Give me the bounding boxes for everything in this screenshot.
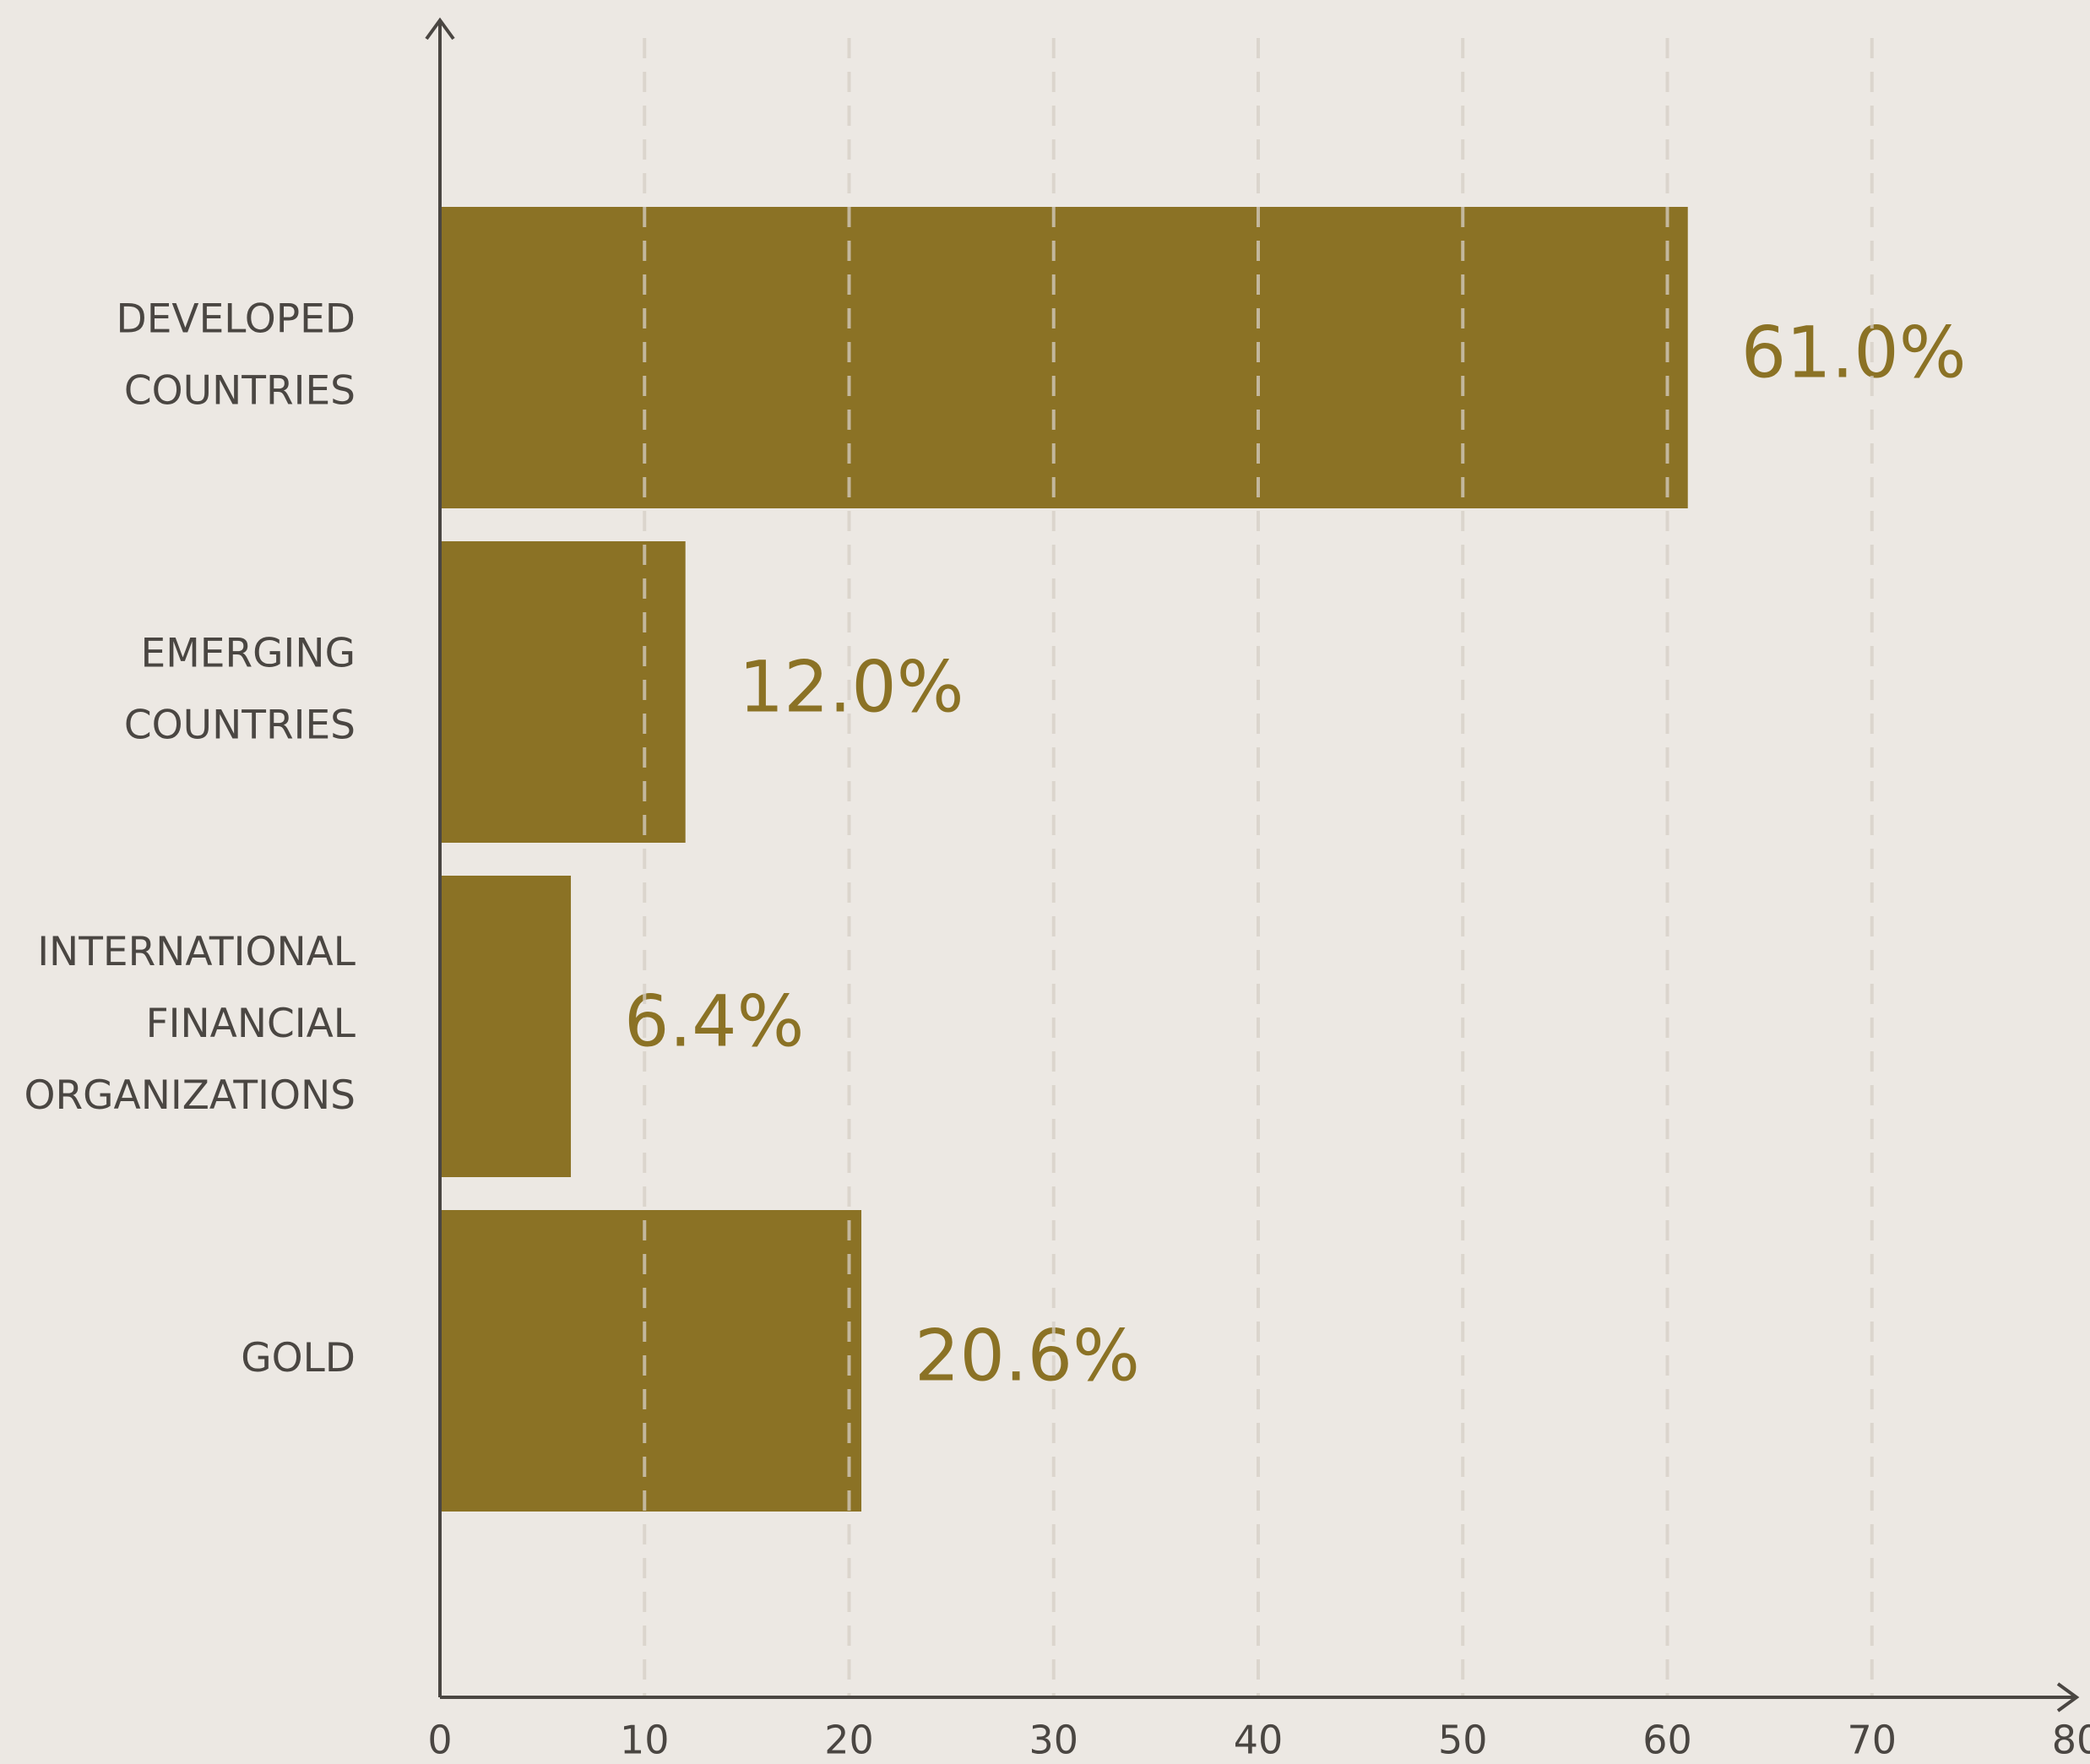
y-tick-label: EMERGING xyxy=(141,631,356,677)
x-tick-label: 0 xyxy=(427,1718,452,1763)
bar xyxy=(440,541,686,843)
y-tick-label: FINANCIAL xyxy=(146,1001,356,1047)
y-tick-label: COUNTRIES xyxy=(124,703,356,749)
value-label: 61.0% xyxy=(1741,311,1967,394)
bar xyxy=(440,1210,862,1512)
y-tick-label: INTERNATIONAL xyxy=(37,929,356,975)
value-label: 6.4% xyxy=(624,980,804,1062)
x-tick-label: 60 xyxy=(1642,1718,1692,1763)
value-label: 12.0% xyxy=(739,645,964,728)
y-axis-arrow xyxy=(425,17,455,41)
y-tick-label: DEVELOPED xyxy=(117,296,356,343)
value-label: 20.6% xyxy=(915,1314,1140,1397)
x-tick-label: 70 xyxy=(1847,1718,1897,1763)
y-tick-label: COUNTRIES xyxy=(124,368,356,415)
bar xyxy=(440,207,1688,508)
x-tick-label: 50 xyxy=(1438,1718,1488,1763)
x-tick-label: 80 xyxy=(2052,1718,2090,1763)
y-tick-label: ORGANIZATIONS xyxy=(24,1072,356,1119)
y-tick-label: GOLD xyxy=(241,1335,356,1381)
x-tick-label: 30 xyxy=(1029,1718,1078,1763)
x-axis-arrow xyxy=(2056,1682,2080,1712)
x-tick-label: 20 xyxy=(824,1718,874,1763)
x-tick-label: 40 xyxy=(1234,1718,1284,1763)
x-tick-label: 10 xyxy=(620,1718,670,1763)
bar xyxy=(440,876,572,1177)
